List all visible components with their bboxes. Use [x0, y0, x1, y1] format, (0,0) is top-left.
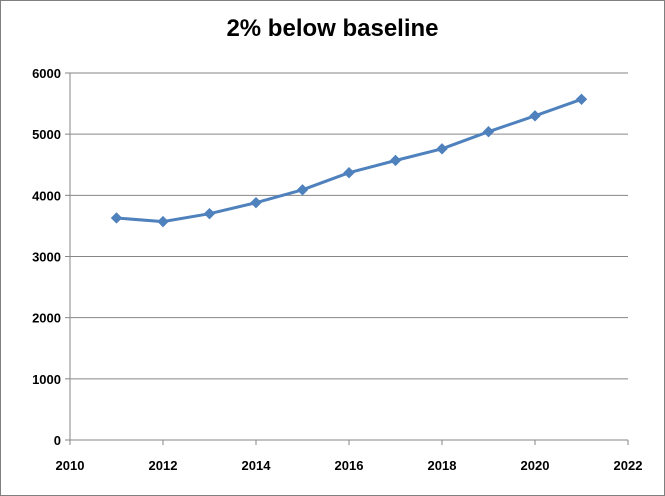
x-tick-label: 2010 [56, 458, 85, 473]
data-point-marker [529, 110, 541, 122]
data-point-marker [296, 184, 309, 196]
x-tick-label: 2018 [428, 458, 457, 473]
data-point-marker [575, 93, 588, 106]
y-tick-label: 3000 [32, 250, 61, 265]
data-point-marker [389, 154, 402, 167]
data-point-marker [110, 212, 123, 224]
y-tick-label: 4000 [32, 188, 61, 203]
y-tick-label: 5000 [32, 127, 61, 142]
chart-title: 2% below baseline [226, 15, 439, 42]
y-tick-label: 1000 [32, 372, 61, 387]
x-tick-label: 2016 [335, 458, 364, 473]
data-point-marker [157, 215, 169, 228]
data-point-marker [482, 126, 495, 138]
x-tick-label: 2022 [614, 458, 643, 473]
x-tick-label: 2012 [149, 458, 178, 473]
x-tick-label: 2020 [521, 458, 550, 473]
y-tick-label: 0 [54, 433, 61, 448]
data-point-marker [250, 196, 262, 209]
data-point-marker [203, 207, 216, 220]
y-tick-label: 6000 [32, 66, 61, 81]
data-point-marker [436, 143, 448, 155]
series-line [116, 97, 583, 224]
data-point-marker [343, 166, 355, 179]
y-tick-label: 2000 [32, 311, 61, 326]
x-tick-label: 2014 [242, 458, 272, 473]
